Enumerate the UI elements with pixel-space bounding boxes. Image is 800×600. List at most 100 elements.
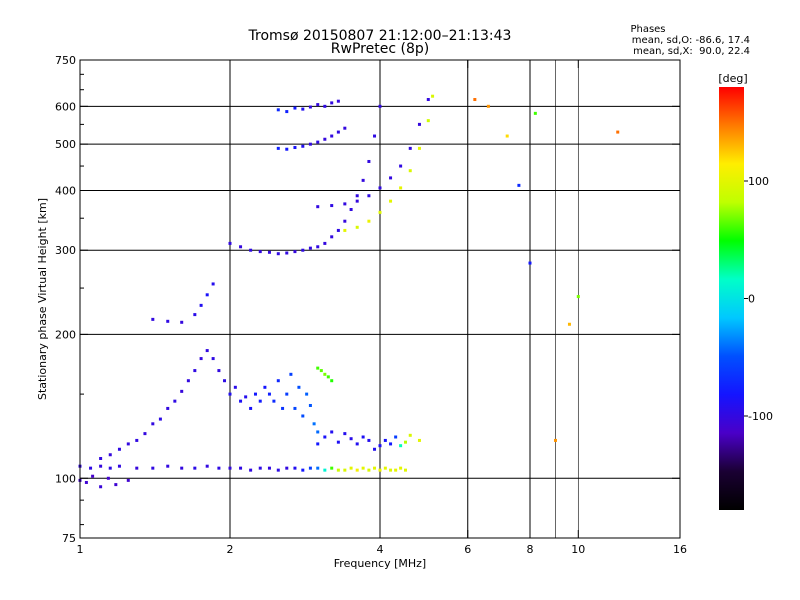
data-point xyxy=(408,169,412,173)
x-axis-label: Frequency [MHz] xyxy=(334,557,426,570)
data-point xyxy=(293,250,297,254)
data-point xyxy=(117,464,121,468)
y-tick-label: 300 xyxy=(55,244,76,257)
data-point xyxy=(367,438,371,442)
data-point xyxy=(285,110,289,114)
data-point xyxy=(228,392,232,396)
data-point xyxy=(576,295,580,299)
data-point xyxy=(233,385,237,389)
data-point xyxy=(417,438,421,442)
data-point xyxy=(135,466,139,470)
data-point xyxy=(249,468,253,472)
x-tick-label: 6 xyxy=(464,543,471,556)
data-points xyxy=(78,94,620,489)
data-point xyxy=(394,435,398,439)
data-point xyxy=(285,251,289,255)
data-point xyxy=(367,159,371,163)
colorbar xyxy=(719,87,744,510)
colorbar-ticks: 100 0 -100 xyxy=(744,175,773,423)
data-point xyxy=(253,392,257,396)
y-tick-label: 100 xyxy=(55,472,76,485)
data-point xyxy=(373,134,377,138)
data-point xyxy=(486,104,490,108)
data-point xyxy=(417,122,421,126)
data-point xyxy=(394,468,398,472)
data-point xyxy=(383,438,387,442)
x-tick-label: 16 xyxy=(673,543,687,556)
data-point xyxy=(205,464,209,468)
grid xyxy=(80,60,680,538)
data-point xyxy=(319,369,323,373)
data-point xyxy=(355,194,359,198)
data-point xyxy=(308,142,312,146)
y-tick-label: 500 xyxy=(55,138,76,151)
colorbar-tick-label: 100 xyxy=(748,175,769,188)
data-point xyxy=(99,456,103,460)
data-point xyxy=(355,225,359,229)
data-point xyxy=(217,466,221,470)
data-point xyxy=(323,137,327,141)
data-point xyxy=(316,245,320,249)
data-point xyxy=(293,106,297,110)
data-point xyxy=(323,435,327,439)
data-point xyxy=(285,466,289,470)
data-point xyxy=(91,474,95,478)
data-point xyxy=(336,468,340,472)
data-point xyxy=(106,476,110,480)
y-axis-label: Stationary phase Virtual Height [km] xyxy=(36,198,49,400)
data-point xyxy=(228,241,232,245)
data-point xyxy=(301,248,305,252)
data-point xyxy=(389,468,393,472)
data-point xyxy=(267,466,271,470)
chart-subtitle: RwPretec (8p) xyxy=(331,41,429,57)
data-point xyxy=(272,399,276,403)
axis-ticks: 1 2 4 6 8 10 16 75 100 200 300 400 500 600 750 xyxy=(55,54,687,556)
data-point xyxy=(166,406,170,410)
data-point xyxy=(323,372,327,376)
data-point xyxy=(528,261,532,265)
data-point xyxy=(258,250,262,254)
data-point xyxy=(135,438,139,442)
data-point xyxy=(343,468,347,472)
data-point xyxy=(84,480,88,484)
data-point xyxy=(316,430,320,434)
data-point xyxy=(316,140,320,144)
data-point xyxy=(343,432,347,436)
data-point xyxy=(263,385,267,389)
data-point xyxy=(378,104,382,108)
data-point xyxy=(343,228,347,232)
data-point xyxy=(373,466,377,470)
data-point xyxy=(330,466,334,470)
colorbar-tick-label: -100 xyxy=(748,410,773,423)
data-point xyxy=(378,210,382,214)
x-tick-label: 8 xyxy=(527,543,534,556)
data-point xyxy=(276,252,280,256)
data-point xyxy=(108,453,112,457)
data-point xyxy=(417,146,421,150)
data-point xyxy=(408,146,412,150)
data-point xyxy=(301,414,305,418)
data-point xyxy=(143,432,147,436)
data-point xyxy=(323,104,327,108)
data-point xyxy=(316,366,320,370)
data-point xyxy=(399,466,403,470)
data-point xyxy=(383,466,387,470)
data-point xyxy=(217,369,221,373)
data-point xyxy=(361,178,365,182)
data-point xyxy=(349,208,353,212)
data-point xyxy=(399,186,403,190)
y-tick-label: 400 xyxy=(55,184,76,197)
chart-title: Tromsø 20150807 21:12:00–21:13:43 xyxy=(248,28,512,44)
phase-stats-o: mean, sd,O: -86.6, 17.4 xyxy=(632,35,750,46)
y-tick-label: 600 xyxy=(55,100,76,113)
data-point xyxy=(244,395,248,399)
data-point xyxy=(399,444,403,448)
data-point xyxy=(276,108,280,112)
data-point xyxy=(326,375,330,379)
data-point xyxy=(403,440,407,444)
data-point xyxy=(336,99,340,103)
data-point xyxy=(186,379,190,383)
data-point xyxy=(330,101,334,105)
data-point xyxy=(180,389,184,393)
